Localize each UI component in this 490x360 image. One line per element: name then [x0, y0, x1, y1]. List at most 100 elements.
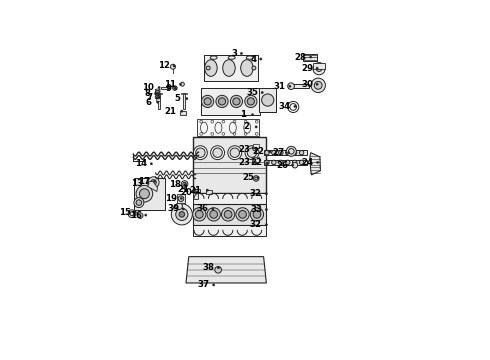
Text: 21: 21 [177, 185, 189, 194]
Circle shape [136, 200, 142, 205]
Text: 32: 32 [249, 220, 261, 229]
Circle shape [299, 160, 304, 165]
Circle shape [230, 95, 243, 108]
Text: 30: 30 [301, 80, 313, 89]
Circle shape [172, 86, 177, 90]
Bar [201, 87, 260, 115]
Bar [180, 111, 186, 115]
Circle shape [196, 148, 205, 157]
Text: 5: 5 [174, 94, 180, 103]
Ellipse shape [205, 60, 217, 76]
Circle shape [294, 105, 296, 108]
Circle shape [217, 267, 220, 269]
Text: 23: 23 [239, 158, 251, 167]
Circle shape [140, 189, 149, 199]
Circle shape [247, 98, 254, 105]
Circle shape [179, 212, 185, 217]
Text: 34: 34 [279, 102, 291, 111]
Circle shape [265, 208, 268, 211]
Circle shape [245, 146, 259, 159]
Circle shape [271, 150, 276, 155]
Circle shape [311, 78, 325, 93]
Bar [193, 225, 267, 236]
Circle shape [286, 160, 290, 165]
Circle shape [186, 98, 188, 100]
Circle shape [265, 224, 268, 226]
Circle shape [293, 160, 297, 165]
Text: 26: 26 [276, 161, 289, 170]
Circle shape [262, 94, 274, 106]
Circle shape [261, 91, 263, 94]
Circle shape [213, 148, 222, 157]
Circle shape [201, 95, 214, 108]
Text: 31: 31 [274, 82, 286, 91]
Bar [260, 90, 275, 112]
Circle shape [265, 160, 269, 165]
Bar [183, 93, 185, 109]
Circle shape [266, 162, 269, 164]
Circle shape [251, 114, 254, 116]
Circle shape [136, 185, 153, 202]
Text: 7: 7 [147, 93, 152, 102]
Circle shape [286, 146, 296, 156]
Text: 21: 21 [164, 107, 176, 116]
Circle shape [262, 96, 273, 107]
Circle shape [204, 98, 211, 105]
Circle shape [211, 146, 224, 159]
Circle shape [316, 83, 318, 85]
Circle shape [145, 214, 147, 216]
Circle shape [153, 180, 156, 183]
Circle shape [196, 211, 203, 218]
Circle shape [265, 150, 269, 155]
Circle shape [194, 146, 207, 159]
Polygon shape [186, 257, 267, 283]
Text: 16: 16 [130, 211, 142, 220]
Bar [303, 54, 317, 62]
Circle shape [157, 101, 159, 103]
Circle shape [252, 145, 258, 151]
Circle shape [265, 193, 268, 195]
Text: 4: 4 [250, 54, 257, 63]
Bar [206, 190, 212, 194]
Text: 14: 14 [135, 159, 147, 168]
Text: 1: 1 [240, 110, 246, 119]
Text: 15: 15 [119, 208, 131, 217]
Circle shape [176, 208, 188, 220]
Text: 3: 3 [231, 49, 237, 58]
Circle shape [292, 162, 298, 168]
Circle shape [219, 98, 225, 105]
Circle shape [253, 211, 261, 218]
Bar [134, 177, 165, 210]
Text: 2: 2 [243, 122, 249, 131]
Circle shape [157, 97, 159, 99]
Circle shape [299, 150, 304, 155]
Circle shape [289, 85, 291, 87]
Circle shape [250, 208, 264, 221]
Circle shape [150, 163, 152, 165]
Text: 36: 36 [196, 204, 209, 213]
Circle shape [228, 146, 242, 159]
Bar [252, 157, 259, 162]
Circle shape [193, 208, 206, 221]
Circle shape [252, 159, 258, 165]
Text: 18: 18 [169, 180, 181, 189]
Circle shape [245, 95, 257, 108]
Circle shape [134, 198, 144, 208]
Bar [156, 93, 162, 94]
Circle shape [181, 181, 188, 187]
Bar [194, 189, 199, 193]
Text: 20: 20 [180, 188, 192, 197]
Circle shape [213, 284, 215, 286]
Circle shape [179, 83, 182, 85]
Circle shape [171, 64, 175, 69]
Circle shape [174, 87, 177, 90]
Circle shape [184, 184, 186, 186]
Bar [204, 55, 258, 81]
Circle shape [207, 208, 220, 221]
Text: 11: 11 [164, 80, 176, 89]
Text: 21: 21 [190, 186, 201, 195]
Bar [156, 97, 160, 100]
Bar [252, 144, 259, 148]
Circle shape [212, 208, 214, 210]
Circle shape [181, 110, 183, 112]
